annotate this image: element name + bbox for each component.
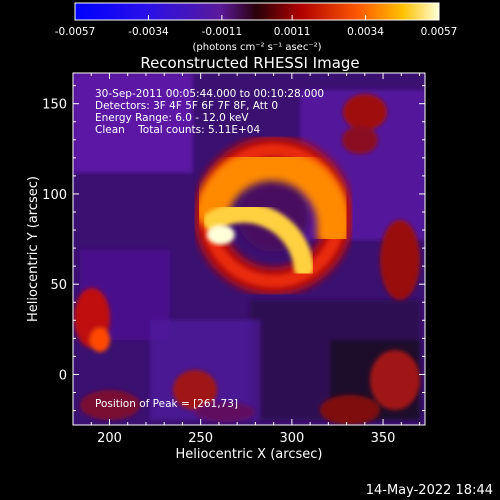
annotation-energy: Energy Range: 6.0 - 12.0 keV [95, 112, 249, 124]
y-tick-label: 100 [42, 188, 67, 203]
colorbar-gradient [74, 2, 440, 21]
y-tick-label: 150 [42, 98, 67, 113]
x-tick-label: 300 [279, 431, 304, 446]
bright-arc-core [203, 202, 314, 278]
peak-emission [206, 224, 235, 245]
colorbar-tick-label: 0.0011 [274, 26, 311, 38]
y-axis-label: Heliocentric Y (arcsec) [26, 176, 41, 322]
colorbar-tick-label: -0.0057 [55, 26, 96, 38]
annotation-clean-counts: Clean Total counts: 5.11E+04 [95, 124, 260, 136]
colorbar-tick-label: 0.0034 [347, 26, 384, 38]
y-tick-label: 0 [59, 368, 67, 383]
x-axis-label: Heliocentric X (arcsec) [176, 447, 323, 462]
chart-title: Reconstructed RHESSI Image [140, 54, 359, 72]
footer-date: 14-May-2022 18:44 [366, 483, 493, 498]
y-axis-ticks: 0 50 100 150 [42, 85, 425, 412]
colorbar-ticks: -0.0057 -0.0034 -0.0011 0.0011 0.0034 0.0057 [55, 15, 458, 38]
colorbar-tick-label: -0.0034 [128, 26, 169, 38]
annotation-time-range: 30-Sep-2011 00:05:44.000 to 00:10:28.000 [95, 88, 324, 100]
annotation-detectors: Detectors: 3F 4F 5F 6F 7F 8F, Att 0 [95, 100, 278, 112]
noise-blobs [74, 94, 420, 425]
colorbar-tick-label: 0.0057 [421, 26, 458, 38]
peak-position-label: Position of Peak = [261,73] [95, 398, 238, 410]
colorbar-tick-label: -0.0011 [202, 26, 243, 38]
plot-frame [72, 72, 426, 426]
annotation-block: 30-Sep-2011 00:05:44.000 to 00:10:28.000… [95, 88, 324, 136]
x-axis-ticks: 200 250 300 350 [90, 73, 421, 446]
colorbar: -0.0057 -0.0034 -0.0011 0.0011 0.0034 0.0057 … [55, 2, 458, 53]
x-tick-label: 350 [371, 431, 396, 446]
x-tick-label: 200 [97, 431, 122, 446]
bright-arc [194, 146, 352, 249]
plot-area [73, 73, 425, 425]
flare-source [193, 135, 354, 296]
colorbar-unit-label: (photons cm⁻² s⁻¹ asec⁻²) [192, 42, 321, 53]
x-tick-label: 250 [188, 431, 213, 446]
y-tick-label: 50 [50, 278, 67, 293]
